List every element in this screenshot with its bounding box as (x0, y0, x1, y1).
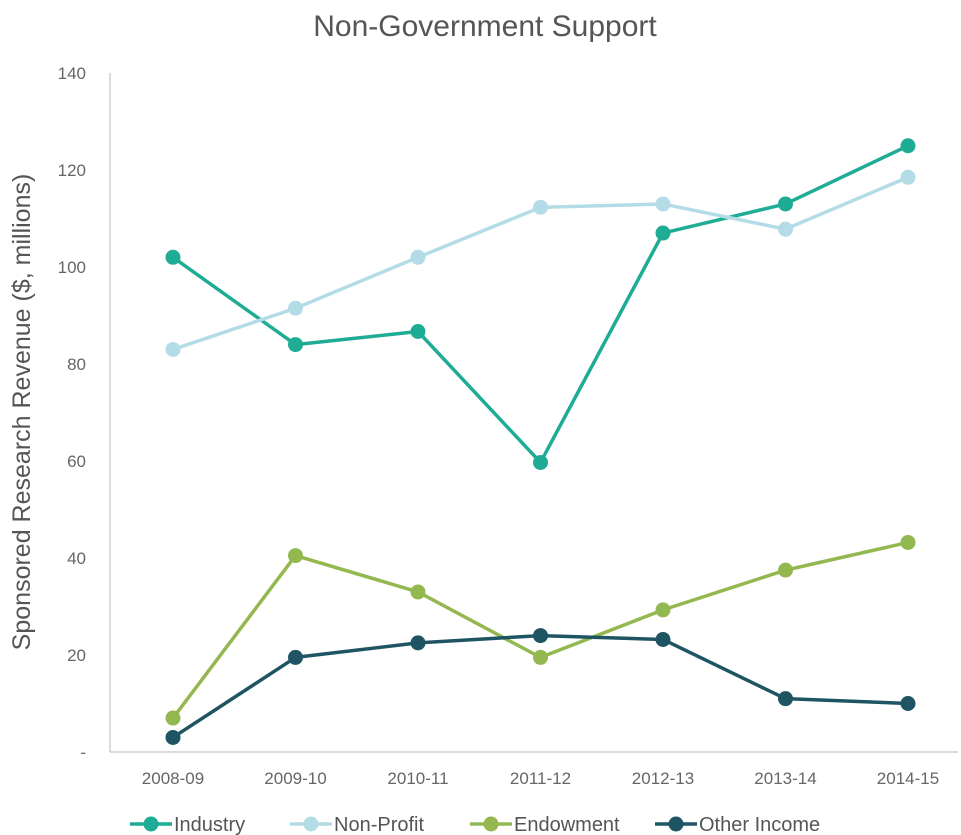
data-point-industry (778, 196, 793, 212)
x-tick-label: 2011-12 (510, 769, 571, 788)
data-point-other-income (900, 696, 916, 711)
data-point-other-income (778, 691, 793, 707)
series-other-income (165, 628, 916, 745)
data-point-other-income (288, 649, 303, 665)
legend-item-industry: Industry (130, 814, 245, 835)
data-point-endowment (288, 548, 303, 564)
data-point-other-income (533, 628, 548, 644)
data-point-industry (655, 225, 671, 241)
y-axis-label: Sponsored Research Revenue ($, millions) (8, 174, 36, 651)
data-point-industry (900, 138, 916, 154)
x-axis-ticks: 2008-09 2009-10 2010-11 2011-12 2012-13 2013-… (142, 769, 939, 788)
y-tick-label: 140 (58, 64, 86, 83)
series-line-industry (171, 144, 910, 465)
data-point-endowment (778, 562, 793, 578)
data-point-industry (410, 324, 426, 340)
y-tick-label: 40 (67, 549, 86, 568)
chart-title: Non-Government Support (313, 10, 657, 43)
y-tick-label: 100 (58, 258, 86, 277)
data-point-non-profit (288, 300, 303, 316)
legend-label-endowment: Endowment (514, 814, 620, 835)
x-tick-label: 2008-09 (142, 769, 204, 788)
data-point-endowment (410, 584, 426, 600)
legend-item-other-income: Other Income (655, 814, 820, 835)
x-tick-label: 2009-10 (264, 769, 326, 788)
legend-item-endowment: Endowment (470, 814, 620, 835)
x-tick-label: 2014-15 (877, 769, 939, 788)
data-point-non-profit (410, 249, 426, 265)
legend-marker-non-profit (303, 816, 319, 832)
x-tick-label: 2013-14 (754, 769, 816, 788)
legend: Industry Non-Profit Endowment Other Income (130, 814, 820, 835)
data-point-non-profit (900, 169, 916, 185)
y-tick-label: - (80, 743, 86, 762)
data-point-non-profit (655, 196, 671, 212)
series-non-profit (165, 169, 916, 357)
data-point-non-profit (533, 199, 548, 215)
data-point-industry (288, 337, 303, 353)
y-tick-label: 120 (58, 161, 86, 180)
y-axis-ticks: - 20 40 60 80 100 120 140 (58, 64, 86, 762)
data-point-non-profit (165, 341, 181, 357)
series-endowment (165, 534, 916, 726)
legend-marker-industry (143, 816, 159, 832)
legend-marker-other-income (668, 816, 684, 832)
y-tick-label: 60 (67, 452, 86, 471)
data-point-endowment (165, 710, 181, 726)
data-point-other-income (165, 729, 181, 745)
data-point-endowment (900, 534, 916, 550)
legend-label-non-profit: Non-Profit (334, 814, 424, 835)
series-industry (165, 138, 916, 470)
y-tick-label: 20 (67, 646, 86, 665)
y-tick-label: 80 (67, 355, 86, 374)
data-point-endowment (533, 649, 548, 665)
series-layer (165, 138, 916, 745)
data-point-other-income (655, 631, 671, 647)
x-tick-label: 2012-13 (632, 769, 694, 788)
legend-marker-endowment (483, 816, 499, 832)
x-tick-label: 2010-11 (387, 769, 448, 788)
legend-item-non-profit: Non-Profit (290, 814, 424, 835)
data-point-industry (533, 454, 548, 470)
data-point-endowment (655, 602, 671, 618)
data-point-other-income (410, 635, 426, 651)
data-point-industry (165, 249, 181, 265)
data-point-non-profit (778, 221, 793, 237)
legend-label-other-income: Other Income (699, 814, 820, 835)
legend-label-industry: Industry (174, 814, 245, 835)
